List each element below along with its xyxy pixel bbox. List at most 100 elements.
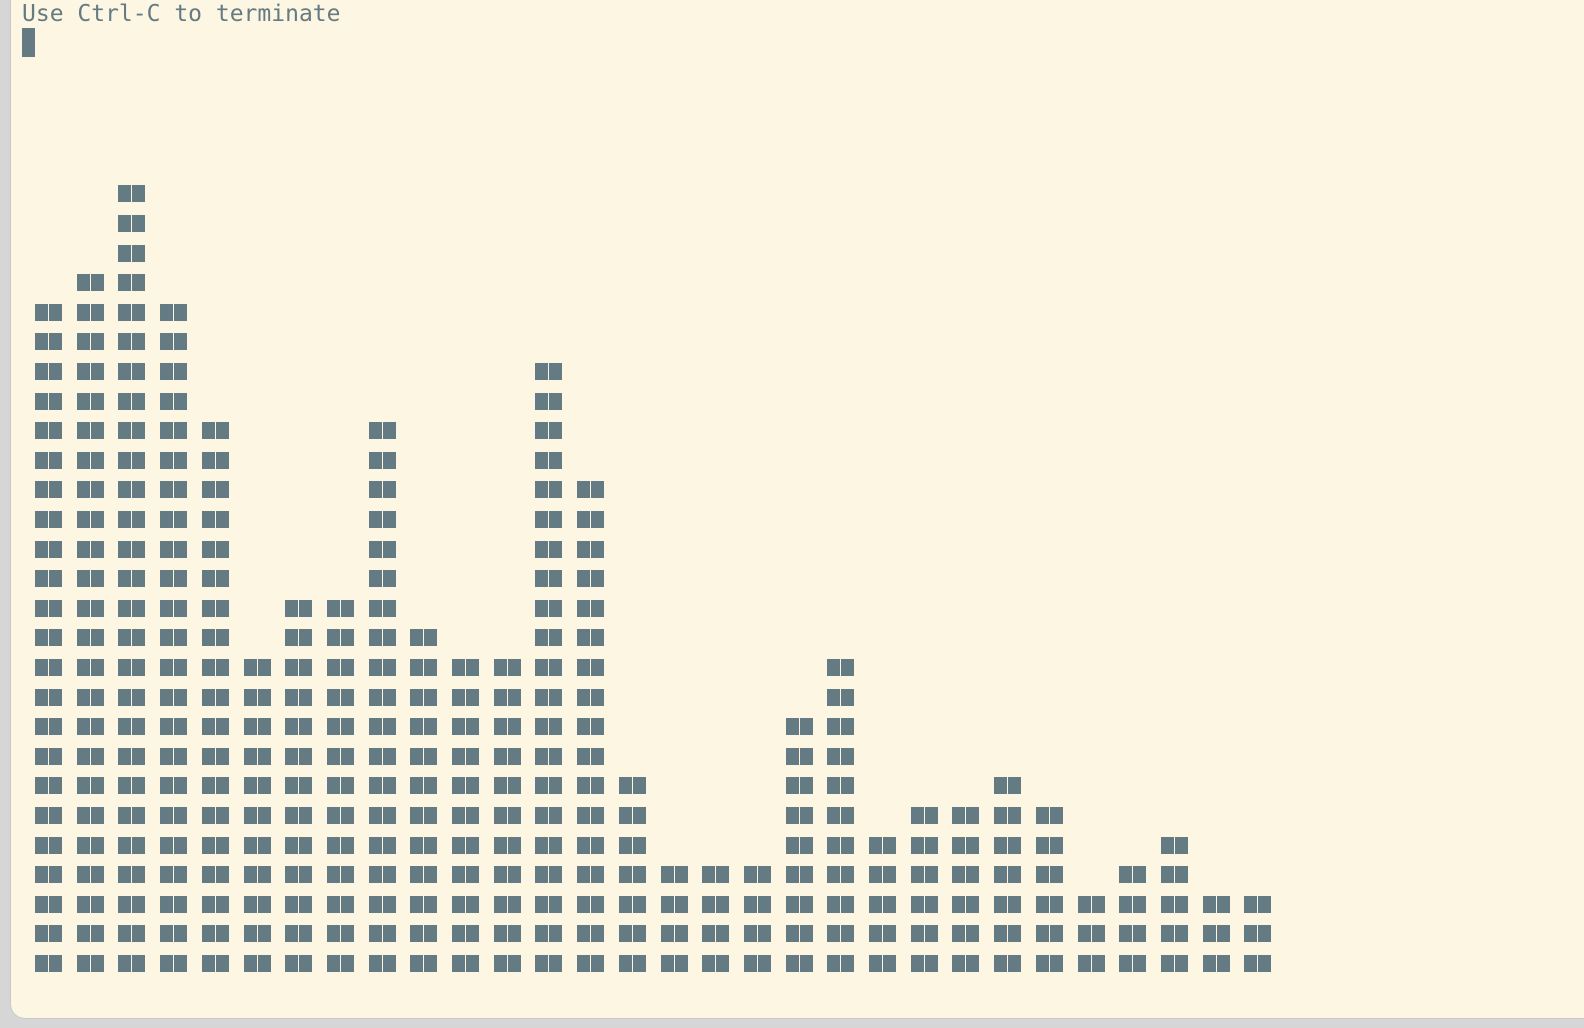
histogram-block: [702, 866, 729, 883]
histogram-block: [869, 837, 896, 854]
histogram-block: [952, 807, 979, 824]
histogram-block: [369, 837, 396, 854]
histogram-block: [452, 718, 479, 735]
histogram-block: [577, 837, 604, 854]
histogram-block: [35, 541, 62, 558]
histogram-block: [494, 659, 521, 676]
histogram-block: [118, 511, 145, 528]
histogram-block: [1036, 925, 1063, 942]
histogram-block: [410, 748, 437, 765]
histogram-block: [327, 718, 354, 735]
histogram-block: [285, 955, 312, 972]
histogram-block: [160, 837, 187, 854]
histogram-block: [535, 452, 562, 469]
histogram-block: [285, 718, 312, 735]
histogram-block: [202, 600, 229, 617]
histogram-block: [1036, 955, 1063, 972]
histogram-block: [369, 511, 396, 528]
histogram-block: [327, 600, 354, 617]
histogram-block: [577, 629, 604, 646]
histogram-block: [577, 807, 604, 824]
histogram-block: [452, 777, 479, 794]
histogram-block: [577, 659, 604, 676]
histogram-block: [369, 541, 396, 558]
histogram-block: [619, 837, 646, 854]
histogram-block: [994, 866, 1021, 883]
histogram-block: [911, 807, 938, 824]
histogram-block: [118, 896, 145, 913]
histogram-block: [202, 481, 229, 498]
histogram-block: [202, 511, 229, 528]
histogram-block: [327, 955, 354, 972]
histogram-block: [118, 866, 145, 883]
histogram-block: [911, 866, 938, 883]
histogram-block: [869, 955, 896, 972]
histogram-block: [160, 866, 187, 883]
histogram-block: [327, 807, 354, 824]
histogram-block: [118, 659, 145, 676]
histogram-block: [452, 837, 479, 854]
histogram-block: [285, 896, 312, 913]
histogram-block: [35, 777, 62, 794]
histogram-block: [577, 511, 604, 528]
histogram-block: [535, 955, 562, 972]
histogram-block: [577, 866, 604, 883]
histogram-block: [77, 363, 104, 380]
histogram-block: [369, 748, 396, 765]
histogram-block: [535, 777, 562, 794]
histogram-block: [118, 925, 145, 942]
histogram-block: [369, 718, 396, 735]
histogram-block: [702, 925, 729, 942]
histogram-block: [202, 748, 229, 765]
histogram-block: [35, 718, 62, 735]
histogram-block: [577, 600, 604, 617]
histogram-block: [369, 777, 396, 794]
histogram-block: [327, 896, 354, 913]
histogram-block: [786, 955, 813, 972]
histogram-block: [77, 866, 104, 883]
histogram-block: [1078, 896, 1105, 913]
histogram-block: [118, 245, 145, 262]
histogram-block: [35, 807, 62, 824]
histogram-block: [202, 866, 229, 883]
histogram-block: [160, 363, 187, 380]
histogram-block: [327, 659, 354, 676]
histogram-block: [369, 896, 396, 913]
histogram-block: [160, 777, 187, 794]
histogram-block: [535, 837, 562, 854]
histogram-block: [452, 955, 479, 972]
histogram-block: [369, 629, 396, 646]
histogram-block: [244, 866, 271, 883]
histogram-block: [369, 570, 396, 587]
histogram-block: [994, 896, 1021, 913]
histogram-block: [827, 777, 854, 794]
histogram-block: [535, 422, 562, 439]
block-histogram: [11, 0, 1584, 1018]
histogram-block: [827, 837, 854, 854]
histogram-block: [369, 481, 396, 498]
histogram-block: [35, 363, 62, 380]
histogram-block: [494, 807, 521, 824]
histogram-block: [77, 777, 104, 794]
histogram-block: [369, 955, 396, 972]
histogram-block: [661, 896, 688, 913]
histogram-block: [118, 807, 145, 824]
histogram-block: [577, 481, 604, 498]
histogram-block: [410, 807, 437, 824]
histogram-block: [369, 925, 396, 942]
histogram-block: [118, 955, 145, 972]
terminal-window[interactable]: Use Ctrl-C to terminate: [11, 0, 1584, 1018]
histogram-block: [35, 452, 62, 469]
histogram-block: [77, 748, 104, 765]
histogram-block: [410, 866, 437, 883]
histogram-block: [1161, 925, 1188, 942]
histogram-block: [619, 925, 646, 942]
histogram-block: [1161, 866, 1188, 883]
histogram-block: [535, 570, 562, 587]
histogram-block: [535, 807, 562, 824]
histogram-block: [202, 896, 229, 913]
histogram-block: [827, 955, 854, 972]
histogram-block: [994, 807, 1021, 824]
histogram-block: [202, 807, 229, 824]
histogram-block: [1203, 896, 1230, 913]
